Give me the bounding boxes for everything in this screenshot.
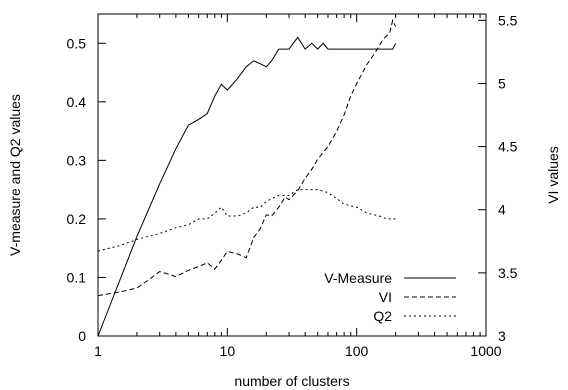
x-tick-label: 10 [220, 343, 236, 359]
plot-frame [97, 13, 487, 337]
y-right-tick-label: 3.5 [498, 265, 518, 281]
axis-ticks: 1 10 100 1000 0 0.1 0.2 0.3 0.4 0.5 3 3.5 4 4.5 5 5.5 [67, 12, 518, 359]
series-lines [97, 18, 397, 337]
y-left-tick-label: 0 [78, 328, 86, 344]
legend-label: VI [379, 289, 392, 305]
x-axis-label: number of clusters [234, 373, 349, 389]
x-tick-label: 1 [94, 343, 102, 359]
y-right-tick-label: 5 [498, 75, 506, 91]
y-left-tick-label: 0.3 [67, 152, 87, 168]
y-right-tick-label: 5.5 [498, 12, 518, 28]
series-line-q2 [97, 189, 396, 252]
x-tick-label: 1000 [470, 343, 501, 359]
legend-label: V-Measure [324, 270, 392, 286]
series-line-vi [97, 18, 397, 297]
y-right-tick-label: 3 [498, 328, 506, 344]
y-axis-label-right: VI values [545, 146, 561, 204]
legend: V-Measure VI Q2 [324, 270, 456, 324]
legend-label: Q2 [373, 308, 392, 324]
y-right-tick-label: 4.5 [498, 139, 518, 155]
y-left-tick-label: 0.1 [67, 269, 87, 285]
y-left-tick-label: 0.4 [67, 94, 87, 110]
y-right-tick-label: 4 [498, 202, 506, 218]
x-tick-label: 100 [345, 343, 369, 359]
y-left-tick-label: 0.2 [67, 211, 87, 227]
y-axis-label-left: V-measure and Q2 values [7, 94, 23, 256]
y-left-tick-label: 0.5 [67, 35, 87, 51]
series-line-v-measure [97, 36, 397, 337]
